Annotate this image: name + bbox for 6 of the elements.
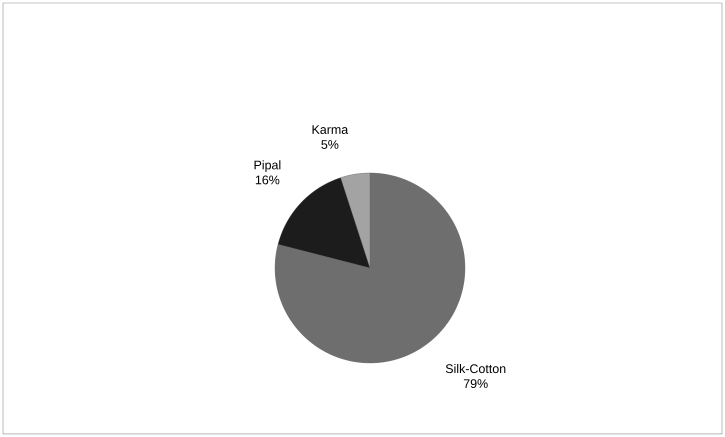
data-label: 16% [256,176,280,184]
data-label: 5% [321,140,338,149]
slice-label: Karma [312,125,348,134]
slice-label: Silk-Cotton [446,364,506,374]
data-label: 79% [464,379,488,388]
slice-label: Pipal [254,160,280,172]
